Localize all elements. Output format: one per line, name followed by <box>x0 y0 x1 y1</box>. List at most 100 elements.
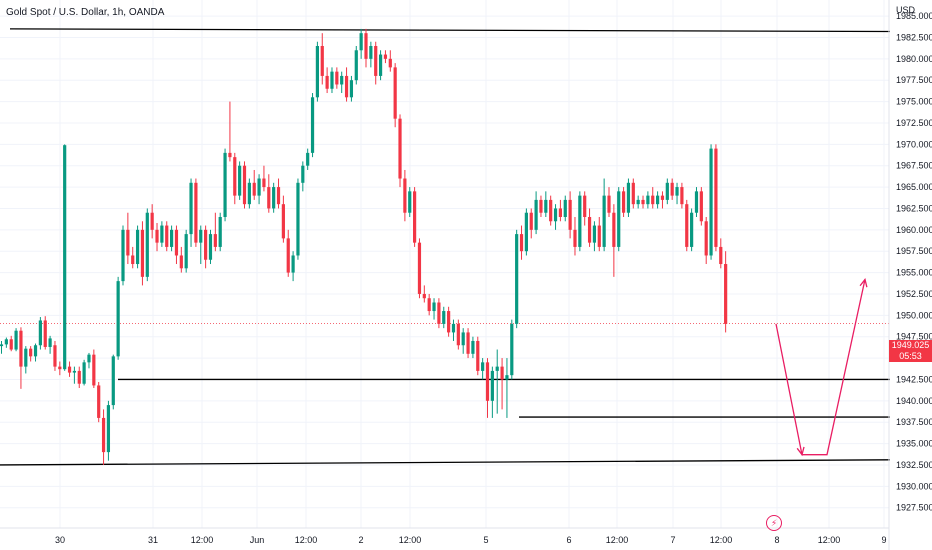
candle <box>709 144 713 260</box>
candle <box>291 251 295 282</box>
candle <box>437 298 441 329</box>
candle <box>607 187 611 217</box>
candle <box>602 178 606 252</box>
price-tick-label: 1970.000 <box>896 139 932 149</box>
candle <box>699 187 703 226</box>
projection-arrows[interactable] <box>775 277 868 457</box>
price-tick-label: 1932.500 <box>896 460 932 470</box>
candle <box>524 208 528 256</box>
candle <box>724 251 728 333</box>
projection-path[interactable] <box>775 279 866 456</box>
candle <box>476 336 480 376</box>
candle <box>247 178 251 209</box>
candle <box>670 178 674 200</box>
candle <box>335 67 339 89</box>
candle <box>539 195 543 217</box>
candle <box>0 340 4 354</box>
candle <box>306 148 310 170</box>
candle <box>481 358 485 380</box>
candle <box>87 352 91 369</box>
time-tick-label: 12:00 <box>399 535 422 545</box>
countdown-label: 05:53 <box>889 351 932 362</box>
candle <box>563 195 567 222</box>
candle <box>272 182 276 213</box>
level-line[interactable] <box>9 28 891 33</box>
candle <box>398 114 402 188</box>
candle <box>665 178 669 205</box>
price-tick-label: 1980.000 <box>896 54 932 64</box>
candle <box>719 238 723 269</box>
candle <box>218 212 222 252</box>
candle <box>685 199 689 252</box>
candle <box>578 191 582 252</box>
support-resistance-lines[interactable] <box>0 28 891 466</box>
time-tick-label: 8 <box>774 535 779 545</box>
candle <box>544 191 548 217</box>
candle <box>631 178 635 209</box>
candle <box>111 354 115 410</box>
candle <box>121 225 125 286</box>
price-tick-label: 1967.500 <box>896 161 932 171</box>
candle <box>408 187 412 217</box>
candle <box>67 361 72 377</box>
candle <box>515 229 519 329</box>
candle <box>160 221 164 247</box>
candle <box>9 335 13 352</box>
price-tick-label: 1965.000 <box>896 182 932 192</box>
price-tick-label: 1935.000 <box>896 439 932 449</box>
candle <box>155 222 159 252</box>
candle <box>612 204 616 277</box>
candle <box>344 67 349 102</box>
candle <box>573 217 577 256</box>
candle <box>704 217 708 265</box>
candle <box>165 221 169 252</box>
candle <box>626 178 631 217</box>
level-line[interactable] <box>0 459 891 466</box>
candle <box>529 208 533 239</box>
candle <box>447 306 451 337</box>
candle <box>150 204 154 239</box>
candle <box>53 340 57 371</box>
price-tick-label: 1930.000 <box>896 481 932 491</box>
arrow-head <box>859 277 868 288</box>
candle <box>204 225 208 269</box>
candle <box>636 195 640 209</box>
candle <box>621 187 626 217</box>
price-tick-label: 1955.000 <box>896 268 932 278</box>
price-tick-label: 1985.000 <box>896 11 932 21</box>
time-axis[interactable]: 30 31 12:00 Jun 12:00 2 12:00 5 6 12:00 7 12:00 8 12:… <box>55 535 887 545</box>
candle <box>29 346 33 362</box>
candle <box>174 225 179 265</box>
candle <box>451 319 456 341</box>
time-tick-label: 12:00 <box>606 535 629 545</box>
candle <box>364 28 368 68</box>
candle <box>24 346 28 374</box>
candle <box>194 178 198 247</box>
candle <box>72 366 76 384</box>
candle <box>694 187 699 217</box>
candle <box>267 174 271 213</box>
candle <box>690 208 694 252</box>
candle <box>233 152 237 205</box>
candle <box>315 41 319 102</box>
price-tick-label: 1947.500 <box>896 332 932 342</box>
candle <box>417 238 422 299</box>
price-tick-label: 1975.000 <box>896 97 932 107</box>
candle <box>456 319 460 350</box>
price-tick-label: 1927.500 <box>896 503 932 513</box>
candle <box>466 328 470 359</box>
price-tick-label: 1977.500 <box>896 75 932 85</box>
candle <box>340 71 344 94</box>
candle <box>135 225 140 269</box>
candle <box>199 225 203 265</box>
lightning-icon[interactable]: ⚡ <box>766 515 782 531</box>
price-tick-label: 1940.000 <box>896 396 932 406</box>
price-tick-label: 1942.500 <box>896 374 932 384</box>
candle <box>257 174 261 205</box>
candle <box>170 225 174 252</box>
price-axis[interactable]: 1927.500 1930.000 1932.500 1935.000 1937.500… <box>896 0 932 513</box>
price-tick-label: 1952.500 <box>896 289 932 299</box>
candle <box>558 199 562 222</box>
time-tick-label: 12:00 <box>818 535 841 545</box>
